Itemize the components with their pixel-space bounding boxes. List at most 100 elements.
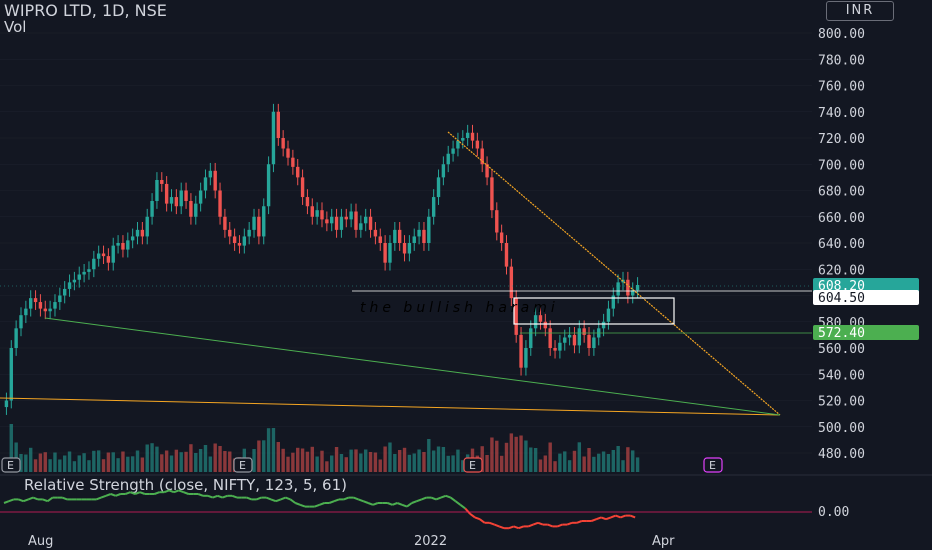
candle[interactable] [514,298,518,335]
candle[interactable] [232,236,237,243]
candle[interactable] [271,111,276,165]
candle[interactable] [330,216,334,224]
candle[interactable] [198,190,203,204]
candle[interactable] [524,348,528,368]
candle[interactable] [495,210,499,233]
candle[interactable] [77,274,81,280]
price-label-572.40[interactable]: 572.40 [813,325,919,341]
candle[interactable] [315,210,319,217]
candle[interactable] [601,321,606,329]
candle[interactable] [310,206,314,217]
candle[interactable] [631,290,635,296]
candle[interactable] [174,197,179,207]
candle[interactable] [397,229,402,243]
candle[interactable] [567,334,572,338]
candle[interactable] [616,282,620,296]
earnings-event-icon[interactable]: E [1,457,21,473]
trendline-support[interactable] [44,317,781,416]
candle[interactable] [577,328,582,346]
candle[interactable] [96,253,101,259]
candle[interactable] [218,190,222,217]
candle[interactable] [606,308,611,322]
trendline-resistance[interactable] [447,131,781,416]
candle[interactable] [485,164,489,178]
candle[interactable] [53,302,57,309]
candle[interactable] [334,216,339,230]
candle[interactable] [529,328,533,348]
candle[interactable] [72,279,77,283]
candle[interactable] [359,223,363,230]
candle[interactable] [213,170,217,191]
candle[interactable] [431,197,436,217]
candle[interactable] [300,177,305,198]
candle[interactable] [475,140,480,149]
candle[interactable] [480,148,484,165]
volume-label[interactable]: Vol [4,18,27,36]
candle[interactable] [456,140,460,149]
candle[interactable] [388,243,392,263]
trendline-lower[interactable] [0,397,781,416]
candle[interactable] [145,216,149,237]
candle[interactable] [281,138,285,149]
candle[interactable] [441,164,446,178]
candle[interactable] [150,201,154,217]
candle[interactable] [111,245,115,263]
candle[interactable] [237,243,242,246]
candle[interactable] [33,298,38,303]
candle[interactable] [543,321,548,329]
symbol-title[interactable]: WIPRO LTD, 1D, NSE [4,1,167,20]
candle[interactable] [611,295,615,309]
candle[interactable] [121,243,125,250]
candle[interactable] [38,302,43,309]
candle[interactable] [635,285,640,291]
candle[interactable] [504,243,509,267]
candle[interactable] [228,229,232,237]
candle[interactable] [92,258,96,270]
candle[interactable] [48,308,52,312]
candle[interactable] [29,298,33,309]
price-label-604.50[interactable]: 604.50 [813,290,919,306]
candle[interactable] [519,334,523,368]
candle[interactable] [465,132,470,138]
candle[interactable] [490,177,494,211]
candle[interactable] [82,271,86,275]
candle[interactable] [203,177,208,191]
earnings-event-icon[interactable]: E [463,457,483,473]
candle[interactable] [14,328,18,348]
candle[interactable] [262,206,266,237]
candle[interactable] [296,166,300,178]
candle[interactable] [378,236,382,243]
candle[interactable] [407,243,412,254]
candle[interactable] [169,197,174,204]
candle[interactable] [470,132,475,141]
candle[interactable] [155,180,159,201]
candle[interactable] [126,240,130,250]
earnings-event-icon[interactable]: E [233,457,253,473]
candle[interactable] [140,229,145,237]
candle[interactable] [427,216,431,243]
candle[interactable] [461,138,465,141]
candle[interactable] [451,148,455,154]
candle[interactable] [587,334,591,348]
candle[interactable] [160,180,164,184]
candle[interactable] [189,201,193,217]
candle[interactable] [116,243,120,246]
annotation-text[interactable]: the bullish harami [360,300,559,316]
candle[interactable] [135,229,140,237]
candle[interactable] [402,243,407,254]
candle[interactable] [509,266,514,299]
harami-box[interactable] [513,297,675,325]
candle[interactable] [553,348,557,351]
candle[interactable] [101,253,106,257]
candle[interactable] [412,236,416,243]
candle[interactable] [572,334,577,346]
currency-button[interactable]: INR [826,1,894,21]
candle[interactable] [247,229,251,237]
candle[interactable] [184,190,188,202]
candle[interactable] [43,308,47,312]
candle[interactable] [242,236,247,246]
candle[interactable] [354,211,358,230]
candle[interactable] [257,216,261,237]
candle[interactable] [538,315,543,322]
